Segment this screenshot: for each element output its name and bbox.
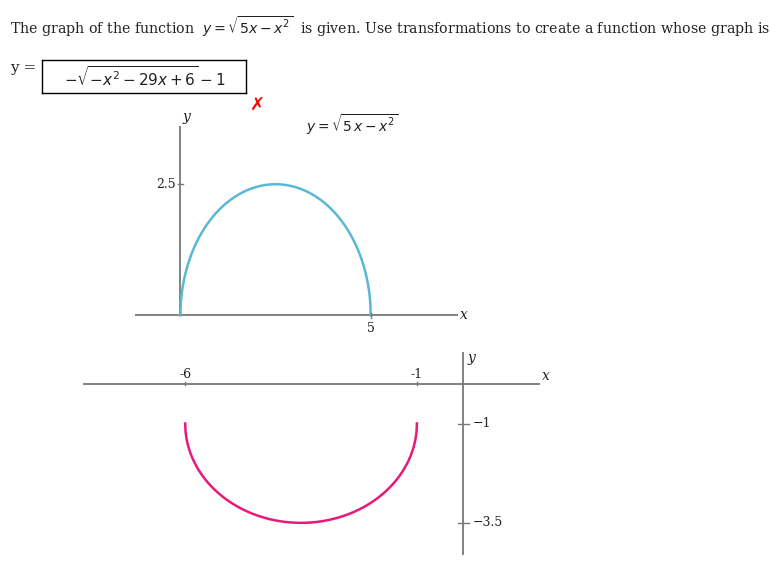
Text: y: y xyxy=(468,351,476,365)
Text: y: y xyxy=(182,110,190,124)
Text: −3.5: −3.5 xyxy=(473,516,503,530)
Text: -6: -6 xyxy=(179,368,191,380)
Text: $y = \sqrt{5\,x - x^2}$: $y = \sqrt{5\,x - x^2}$ xyxy=(306,112,398,137)
Text: -1: -1 xyxy=(411,368,423,380)
Text: $-\sqrt{-x^2 - 29x + 6} - 1$: $-\sqrt{-x^2 - 29x + 6} - 1$ xyxy=(64,64,225,89)
Text: y =: y = xyxy=(10,61,41,75)
Text: 5: 5 xyxy=(367,322,375,335)
Text: x: x xyxy=(460,309,468,322)
Text: The graph of the function  $y = \sqrt{5x - x^2}$  is given. Use transformations : The graph of the function $y = \sqrt{5x … xyxy=(10,14,770,39)
Text: ✗: ✗ xyxy=(250,96,266,114)
Text: x: x xyxy=(542,369,550,383)
Text: −1: −1 xyxy=(473,417,491,430)
Text: 2.5: 2.5 xyxy=(156,177,176,191)
